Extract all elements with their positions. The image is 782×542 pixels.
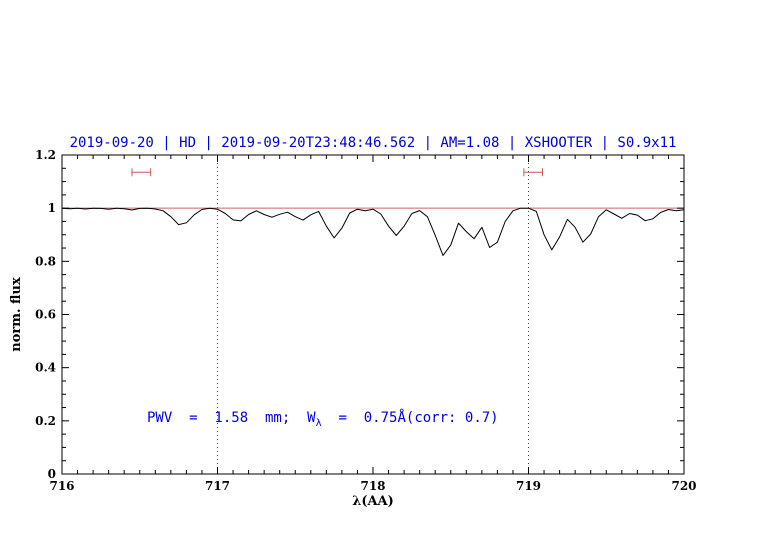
x-tick-label: 717 bbox=[205, 479, 230, 493]
x-tick-label: 716 bbox=[49, 479, 74, 493]
y-tick-label: 0.6 bbox=[35, 308, 56, 322]
y-tick-label: 0.4 bbox=[35, 361, 56, 375]
x-axis-label: λ(AA) bbox=[352, 494, 394, 509]
y-tick-label: 0.2 bbox=[35, 414, 56, 428]
pwv-annotation-prefix: PWV = 1.58 mm; W bbox=[147, 410, 316, 426]
plot-title: 2019-09-20 | HD | 2019-09-20T23:48:46.56… bbox=[69, 135, 677, 151]
y-tick-label: 0 bbox=[48, 467, 56, 481]
pwv-annotation: PWV = 1.58 mm; Wλ = 0.75Å(corr: 0.7) bbox=[147, 410, 499, 429]
y-tick-label: 1 bbox=[48, 201, 56, 215]
y-tick-label: 0.8 bbox=[35, 254, 56, 268]
spectrum-line bbox=[61, 207, 685, 256]
x-tick-label: 719 bbox=[516, 479, 541, 493]
y-axis-label: norm. flux bbox=[9, 277, 24, 352]
y-tick-label: 1.2 bbox=[35, 148, 56, 162]
pwv-annotation-suffix: = 0.75Å(corr: 0.7) bbox=[321, 410, 499, 426]
x-tick-label: 720 bbox=[671, 479, 696, 493]
pwv-annotation-subscript: λ bbox=[315, 417, 322, 429]
x-tick-label: 718 bbox=[360, 479, 385, 493]
